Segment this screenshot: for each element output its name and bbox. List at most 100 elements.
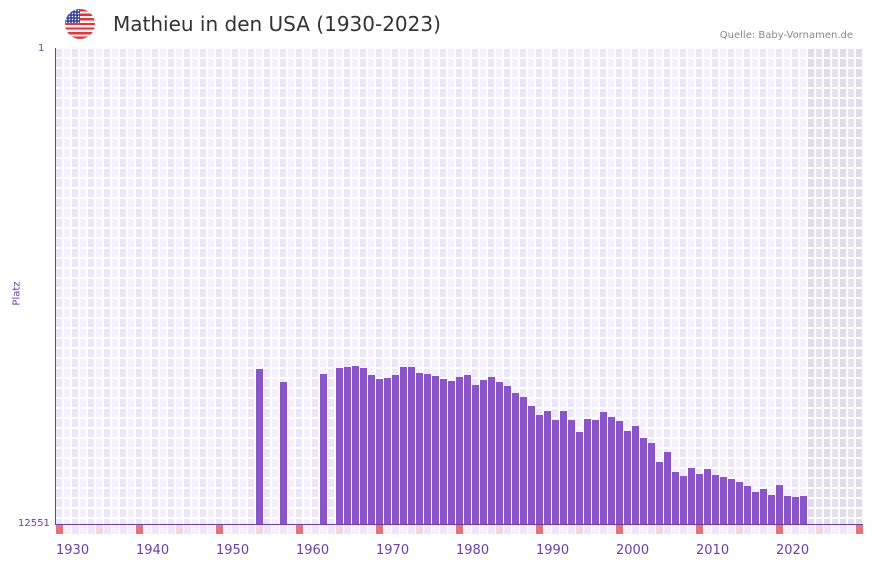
- grid-cell: [568, 189, 574, 197]
- grid-cell: [248, 389, 254, 397]
- grid-cell: [800, 279, 806, 287]
- grid-cell: [696, 49, 702, 57]
- bar-1970[interactable]: [376, 378, 383, 525]
- bar-2019[interactable]: [768, 494, 775, 525]
- bar-2013[interactable]: [720, 476, 727, 525]
- bar-2023[interactable]: [800, 495, 807, 525]
- grid-cell: [480, 129, 486, 137]
- grid-cell: [656, 329, 662, 337]
- grid-cell: [736, 409, 742, 417]
- bar-1999[interactable]: [608, 416, 615, 525]
- bar-1996[interactable]: [584, 418, 591, 525]
- grid-cell: [568, 199, 574, 207]
- bar-2020[interactable]: [776, 484, 783, 525]
- bar-2007[interactable]: [672, 471, 679, 525]
- bar-1984[interactable]: [488, 376, 495, 525]
- grid-cell: [672, 439, 678, 447]
- grid-cell: [816, 509, 822, 517]
- bar-1988[interactable]: [520, 396, 527, 525]
- bar-2003[interactable]: [640, 437, 647, 525]
- bar-2011[interactable]: [704, 468, 711, 525]
- grid-cell: [720, 49, 726, 57]
- grid-cell: [232, 69, 238, 77]
- bar-1991[interactable]: [544, 410, 551, 525]
- grid-cell: [88, 169, 94, 177]
- grid-cell: [592, 189, 598, 197]
- grid-cell: [592, 389, 598, 397]
- bar-1992[interactable]: [552, 419, 559, 525]
- bar-2010[interactable]: [696, 473, 703, 525]
- bar-2012[interactable]: [712, 474, 719, 525]
- grid-cell: [184, 419, 190, 427]
- bar-1977[interactable]: [432, 375, 439, 525]
- bar-1981[interactable]: [464, 374, 471, 525]
- bar-1979[interactable]: [448, 380, 455, 525]
- bar-1995[interactable]: [576, 431, 583, 525]
- grid-cell: [104, 339, 110, 347]
- bar-1994[interactable]: [568, 419, 575, 525]
- bar-2021[interactable]: [784, 495, 791, 525]
- grid-cell: [488, 99, 494, 107]
- grid-cell: [136, 239, 142, 247]
- bar-1978[interactable]: [440, 378, 447, 525]
- bar-2008[interactable]: [680, 475, 687, 525]
- grid-cell: [840, 469, 846, 477]
- bar-2002[interactable]: [632, 425, 639, 525]
- bar-1955[interactable]: [256, 368, 263, 525]
- bar-1967[interactable]: [352, 365, 359, 525]
- bar-2001[interactable]: [624, 430, 631, 525]
- bar-1971[interactable]: [384, 377, 391, 525]
- bar-1974[interactable]: [408, 366, 415, 525]
- bar-1965[interactable]: [336, 367, 343, 525]
- bar-2018[interactable]: [760, 488, 767, 525]
- bar-1987[interactable]: [512, 392, 519, 525]
- grid-cell: [168, 209, 174, 217]
- grid-cell: [184, 149, 190, 157]
- grid-cell: [760, 129, 766, 137]
- bar-2016[interactable]: [744, 485, 751, 525]
- bar-2009[interactable]: [688, 467, 695, 525]
- bar-2015[interactable]: [736, 481, 743, 525]
- grid-cell: [400, 259, 406, 267]
- grid-cell: [176, 419, 182, 427]
- grid-cell: [216, 199, 222, 207]
- bar-1969[interactable]: [368, 374, 375, 525]
- grid-cell: [688, 359, 694, 367]
- bar-2022[interactable]: [792, 496, 799, 525]
- grid-cell: [608, 249, 614, 257]
- bar-1985[interactable]: [496, 381, 503, 525]
- bar-1972[interactable]: [392, 374, 399, 525]
- grid-cell: [304, 239, 310, 247]
- bar-1973[interactable]: [400, 366, 407, 525]
- bar-1993[interactable]: [560, 410, 567, 525]
- grid-cell: [840, 209, 846, 217]
- bar-1958[interactable]: [280, 381, 287, 525]
- bar-2000[interactable]: [616, 420, 623, 525]
- bar-1966[interactable]: [344, 366, 351, 525]
- grid-cell: [488, 199, 494, 207]
- grid-cell: [496, 219, 502, 227]
- bar-2006[interactable]: [664, 451, 671, 525]
- bar-1990[interactable]: [536, 414, 543, 525]
- bar-2005[interactable]: [656, 461, 663, 525]
- grid-cell: [672, 239, 678, 247]
- bar-2004[interactable]: [648, 442, 655, 525]
- bar-1963[interactable]: [320, 373, 327, 525]
- bar-1986[interactable]: [504, 385, 511, 525]
- bar-1976[interactable]: [424, 373, 431, 525]
- bar-1980[interactable]: [456, 376, 463, 525]
- bar-2014[interactable]: [728, 478, 735, 525]
- grid-cell: [288, 139, 294, 147]
- grid-cell: [576, 179, 582, 187]
- bar-1968[interactable]: [360, 367, 367, 525]
- bar-1982[interactable]: [472, 384, 479, 525]
- bar-1989[interactable]: [528, 405, 535, 525]
- bar-1997[interactable]: [592, 419, 599, 525]
- bar-2017[interactable]: [752, 491, 759, 525]
- grid-cell: [240, 449, 246, 457]
- grid-cell: [64, 429, 70, 437]
- bar-1983[interactable]: [480, 379, 487, 525]
- grid-cell: [128, 349, 134, 357]
- bar-1998[interactable]: [600, 411, 607, 525]
- bar-1975[interactable]: [416, 372, 423, 525]
